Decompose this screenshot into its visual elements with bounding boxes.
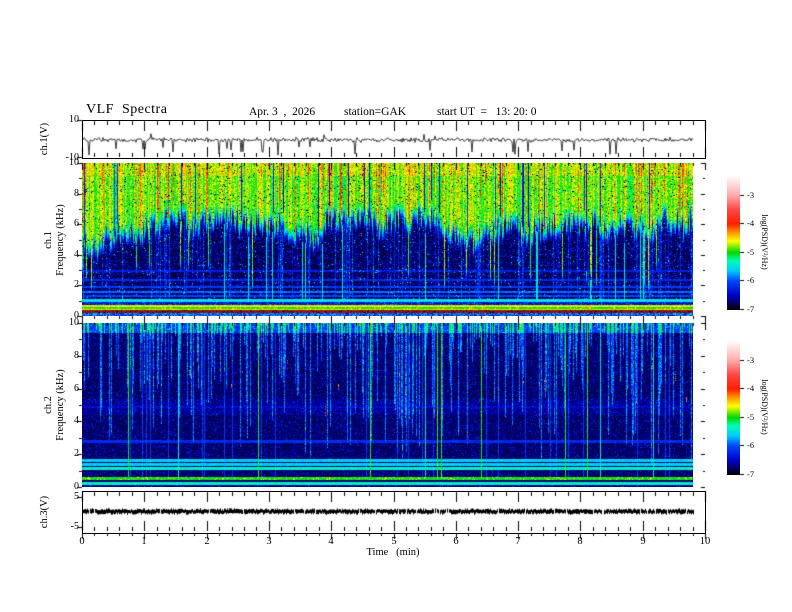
tick-label: 5 xyxy=(74,491,79,502)
tick-label: -7 xyxy=(747,303,755,314)
tick-label: 9 xyxy=(640,536,646,547)
tick-label: 8 xyxy=(74,188,79,199)
ch1-spectrogram-ylabel-line1: ch.1 xyxy=(42,231,54,249)
colorbar-ch2-label: log(PSD)(V²/Hz) xyxy=(760,379,769,435)
tick-label: 2 xyxy=(74,448,79,459)
tick-label: 2 xyxy=(74,279,79,290)
tick-label: 8 xyxy=(74,350,79,361)
tick-label: 7 xyxy=(515,536,521,547)
ch2-spectrogram-ylabel-line1: ch.2 xyxy=(42,396,54,414)
ch2-spectrogram-ylabel-line2: Frequency (kHz) xyxy=(54,369,66,441)
tick-label: -10 xyxy=(65,152,79,163)
tick-label: 3 xyxy=(266,536,272,547)
tick-label: 10 xyxy=(69,317,79,328)
tick-label: -5 xyxy=(70,521,79,532)
tick-label: -6 xyxy=(747,439,755,450)
tick-label: 8 xyxy=(577,536,583,547)
tick-label: -5 xyxy=(747,246,755,257)
ch1-spectrogram-ylabel-line2: Frequency (kHz) xyxy=(54,204,66,276)
tick-label: 10 xyxy=(69,114,79,125)
tick-label: -4 xyxy=(747,217,755,228)
tick-label: -4 xyxy=(747,382,755,393)
tick-label: 1 xyxy=(141,536,147,547)
tick-label: -5 xyxy=(747,411,755,422)
tick-label: -7 xyxy=(747,468,755,479)
tick-label: 4 xyxy=(328,536,334,547)
tick-label: 5 xyxy=(391,536,397,547)
tick-label: 10 xyxy=(699,536,711,547)
ch3-waveform-ylabel: ch.3(V) xyxy=(38,495,50,529)
tick-label: 0 xyxy=(74,310,79,321)
tick-label: 10 xyxy=(69,157,79,168)
tick-label: 2 xyxy=(204,536,210,547)
tick-label: 4 xyxy=(74,415,79,426)
tick-label: 6 xyxy=(74,383,79,394)
tick-label: 6 xyxy=(74,218,79,229)
tick-label: -3 xyxy=(747,354,755,365)
time-axis-label: Time (min) xyxy=(366,547,420,558)
tick-label: 0 xyxy=(74,481,79,492)
tick-label: 0 xyxy=(79,536,85,547)
colorbar-ch1-label: log(PSD)(V²/Hz) xyxy=(760,214,769,270)
tick-label: -6 xyxy=(747,274,755,285)
ch1-waveform-ylabel: ch.1(V) xyxy=(38,122,50,156)
tick-label: 6 xyxy=(453,536,459,547)
tick-label: 4 xyxy=(74,249,79,260)
tick-label: -3 xyxy=(747,189,755,200)
